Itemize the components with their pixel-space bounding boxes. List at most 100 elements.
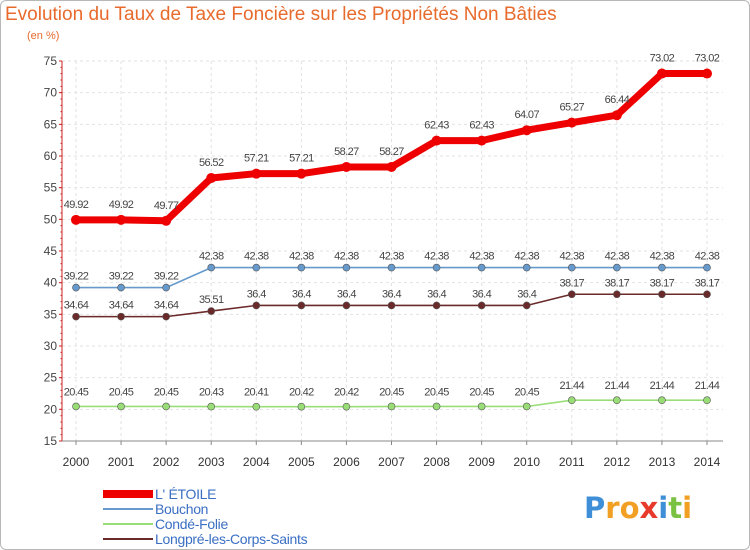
x-tick-label: 2006 xyxy=(333,455,360,469)
x-tick-label: 2008 xyxy=(423,455,450,469)
y-tick-label: 55 xyxy=(44,181,58,195)
data-point xyxy=(72,283,80,292)
data-point xyxy=(252,402,261,411)
data-label: 42.38 xyxy=(695,251,720,263)
proxiti-logo: Proxiti xyxy=(584,491,692,525)
logo-letter: r xyxy=(605,491,620,525)
x-tick-label: 2003 xyxy=(198,455,225,469)
data-label: 34.64 xyxy=(109,300,134,312)
logo-letter: o xyxy=(619,491,640,525)
data-label: 49.92 xyxy=(64,199,89,211)
logo-letter: t xyxy=(668,491,683,525)
data-point xyxy=(117,402,125,411)
x-tick-label: 2005 xyxy=(288,455,315,469)
data-label: 20.45 xyxy=(379,386,404,398)
data-point xyxy=(387,263,396,272)
data-point xyxy=(613,263,621,272)
data-label: 73.02 xyxy=(650,53,675,65)
data-label: 36.4 xyxy=(382,288,401,300)
y-tick-label: 50 xyxy=(44,212,58,226)
data-point xyxy=(703,290,711,299)
y-tick-label: 25 xyxy=(44,371,58,385)
logo-letter: P xyxy=(584,491,606,525)
y-tick-label: 75 xyxy=(44,54,58,68)
data-point xyxy=(658,396,666,405)
data-label: 42.38 xyxy=(650,251,675,263)
data-label: 36.4 xyxy=(247,288,266,300)
x-tick-label: 2009 xyxy=(468,455,495,469)
data-label: 57.21 xyxy=(289,153,314,165)
data-point xyxy=(703,396,711,405)
data-label: 42.38 xyxy=(560,251,585,263)
data-point xyxy=(207,307,216,315)
data-label: 34.64 xyxy=(64,300,89,312)
data-label: 20.45 xyxy=(109,386,134,398)
data-label: 38.17 xyxy=(650,277,675,289)
data-point xyxy=(297,301,306,310)
series-3: 34.64 34.64 34.64 35.51 36.4 36.4 36.4 36.4 36.4… xyxy=(64,277,720,321)
data-point xyxy=(252,301,261,310)
legend-label: Condé-Folie xyxy=(155,516,228,532)
data-label: 62.43 xyxy=(424,120,449,132)
data-label: 21.44 xyxy=(650,380,675,392)
data-point xyxy=(207,263,216,272)
x-tick-label: 2007 xyxy=(378,455,405,469)
data-point xyxy=(566,117,577,128)
data-point xyxy=(432,402,441,411)
data-point xyxy=(342,301,351,310)
data-label: 20.45 xyxy=(154,386,179,398)
data-point xyxy=(341,161,352,172)
data-point xyxy=(342,263,351,272)
x-tick-label: 2002 xyxy=(153,455,180,469)
data-label: 66.44 xyxy=(605,94,630,106)
data-point xyxy=(567,396,576,405)
x-tick-label: 2000 xyxy=(63,455,90,469)
x-tick-label: 2004 xyxy=(243,455,270,469)
y-tick-label: 60 xyxy=(44,149,58,163)
logo-letter: x xyxy=(639,491,659,525)
data-point xyxy=(658,263,666,272)
series-2: 20.45 20.45 20.45 20.43 20.41 20.42 20.42 20.45… xyxy=(64,380,720,411)
data-point xyxy=(207,402,216,411)
data-point xyxy=(702,68,712,79)
data-label: 65.27 xyxy=(560,102,585,114)
data-label: 39.22 xyxy=(64,271,89,283)
y-axis-unit-label: (en %) xyxy=(27,30,60,42)
legend-swatch xyxy=(103,538,153,540)
data-point xyxy=(387,301,396,310)
y-tick-label: 40 xyxy=(44,276,58,290)
legend-swatch xyxy=(103,490,153,498)
data-label: 39.22 xyxy=(154,271,179,283)
x-tick-label: 2013 xyxy=(649,455,676,469)
data-point xyxy=(117,283,125,292)
data-label: 34.64 xyxy=(154,300,179,312)
data-label: 20.42 xyxy=(289,387,314,399)
data-label: 42.38 xyxy=(199,251,224,263)
series-1: 39.22 39.22 39.22 42.38 42.38 42.38 42.38 42.38… xyxy=(64,251,720,292)
data-label: 42.38 xyxy=(379,251,404,263)
logo-letter: i xyxy=(658,491,669,525)
legend-label: Bouchon xyxy=(155,501,209,517)
data-label: 73.02 xyxy=(695,53,720,65)
data-label: 38.17 xyxy=(605,277,630,289)
data-label: 36.4 xyxy=(517,288,536,300)
data-label: 64.07 xyxy=(514,109,539,121)
data-label: 36.4 xyxy=(337,288,356,300)
data-point xyxy=(431,135,442,146)
data-point xyxy=(72,312,80,321)
data-point xyxy=(656,68,667,79)
legend-label: L' ÉTOILE xyxy=(155,486,217,502)
data-label: 42.38 xyxy=(244,251,269,263)
data-point xyxy=(162,312,170,321)
y-tick-label: 70 xyxy=(44,86,58,100)
data-point xyxy=(296,168,307,179)
data-label: 20.45 xyxy=(424,386,449,398)
y-tick-label: 30 xyxy=(44,339,58,353)
data-label: 42.38 xyxy=(469,251,494,263)
data-label: 58.27 xyxy=(334,146,359,158)
data-label: 58.27 xyxy=(379,146,404,158)
data-point xyxy=(522,402,531,411)
data-point xyxy=(342,402,351,411)
chart-title: Evolution du Taux de Taxe Foncière sur l… xyxy=(5,4,557,25)
